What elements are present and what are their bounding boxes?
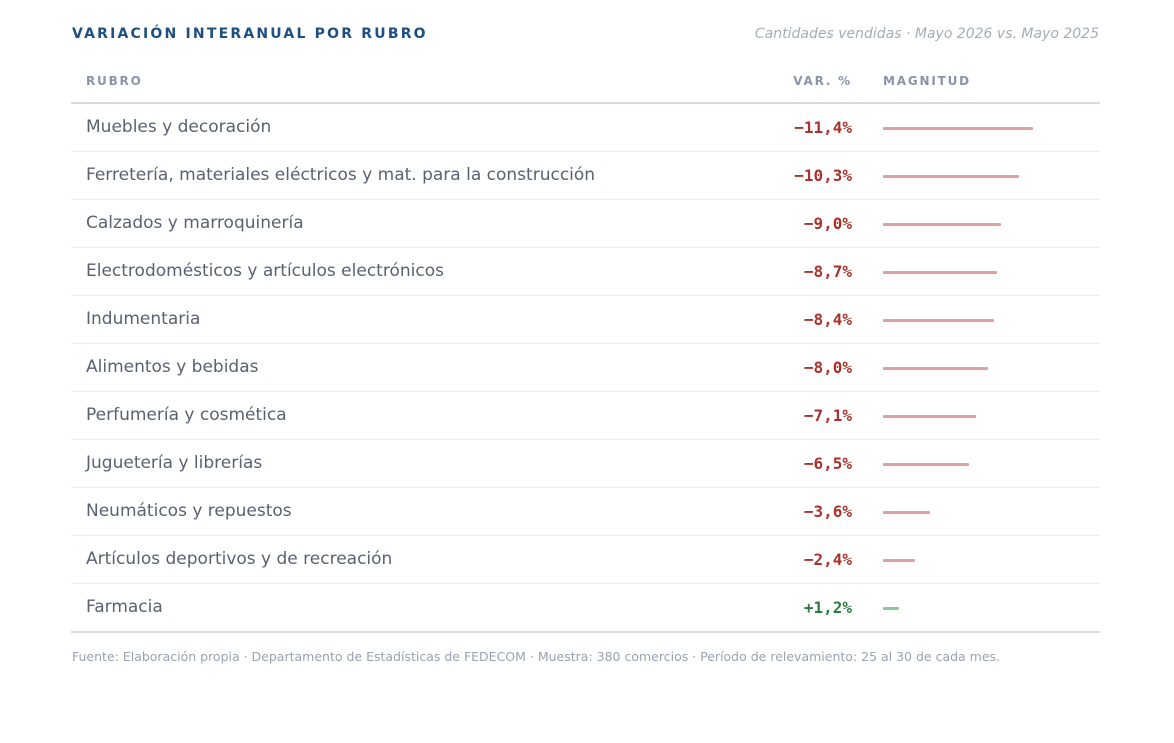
rubro-label: Neumáticos y repuestos — [86, 501, 292, 521]
rubro-label: Indumentaria — [86, 309, 201, 329]
variation-value: −6,5% — [803, 454, 852, 473]
table-row: Indumentaria −8,4% — [71, 296, 1100, 344]
table-row: Muebles y decoración −11,4% — [71, 104, 1100, 152]
table-title: VARIACIÓN INTERANUAL POR RUBRO — [72, 26, 428, 42]
source-footnote: Fuente: Elaboración propia · Departament… — [72, 649, 1001, 664]
variation-value: −8,0% — [803, 358, 852, 377]
table-row: Alimentos y bebidas −8,0% — [71, 344, 1100, 392]
variation-value: −3,6% — [803, 502, 852, 521]
rubro-label: Artículos deportivos y de recreación — [86, 549, 393, 569]
variation-table: RUBRO VAR. % MAGNITUD Muebles y decoraci… — [71, 60, 1100, 633]
rubro-label: Muebles y decoración — [86, 117, 272, 137]
magnitude-bar — [883, 127, 1033, 130]
magnitude-bar — [883, 367, 989, 370]
table-subtitle: Cantidades vendidas · Mayo 2026 vs. Mayo… — [754, 26, 1099, 42]
rubro-label: Electrodomésticos y artículos electrónic… — [86, 261, 444, 281]
table-row: Juguetería y librerías −6,5% — [71, 440, 1100, 488]
table-row: Calzados y marroquinería −9,0% — [71, 200, 1100, 248]
table-row: Artículos deportivos y de recreación −2,4… — [71, 536, 1100, 584]
magnitude-bar — [883, 559, 915, 562]
variation-value: −8,7% — [803, 262, 852, 281]
rubro-label: Perfumería y cosmética — [86, 405, 287, 425]
table-row: Neumáticos y repuestos −3,6% — [71, 488, 1100, 536]
variation-value: +1,2% — [803, 598, 852, 617]
magnitude-bar — [883, 223, 1002, 226]
magnitude-bar — [883, 175, 1019, 178]
table-row: Ferretería, materiales eléctricos y mat.… — [71, 152, 1100, 200]
rubro-label: Ferretería, materiales eléctricos y mat.… — [86, 165, 596, 185]
variation-value: −2,4% — [803, 550, 852, 569]
rubro-label: Calzados y marroquinería — [86, 213, 304, 233]
variation-value: −7,1% — [803, 406, 852, 425]
variation-value: −11,4% — [794, 118, 852, 137]
magnitude-bar — [883, 415, 977, 418]
rubro-label: Farmacia — [86, 597, 163, 617]
magnitude-bar — [883, 319, 994, 322]
rubro-label: Juguetería y librerías — [86, 453, 263, 473]
variation-value: −10,3% — [794, 166, 852, 185]
magnitude-bar — [883, 607, 899, 610]
column-header-magnitud: MAGNITUD — [883, 74, 971, 88]
magnitude-bar — [883, 271, 998, 274]
table-row: Electrodomésticos y artículos electrónic… — [71, 248, 1100, 296]
variation-value: −8,4% — [803, 310, 852, 329]
magnitude-bar — [883, 511, 931, 514]
variation-value: −9,0% — [803, 214, 852, 233]
table-row: Farmacia +1,2% — [71, 584, 1100, 633]
column-header-rubro: RUBRO — [86, 74, 143, 88]
magnitude-bar — [883, 463, 969, 466]
table-body: Muebles y decoración −11,4% Ferretería, ma… — [71, 104, 1100, 633]
rubro-label: Alimentos y bebidas — [86, 357, 259, 377]
column-header-var: VAR. % — [793, 74, 852, 88]
table-row: Perfumería y cosmética −7,1% — [71, 392, 1100, 440]
table-header: RUBRO VAR. % MAGNITUD — [71, 60, 1100, 104]
